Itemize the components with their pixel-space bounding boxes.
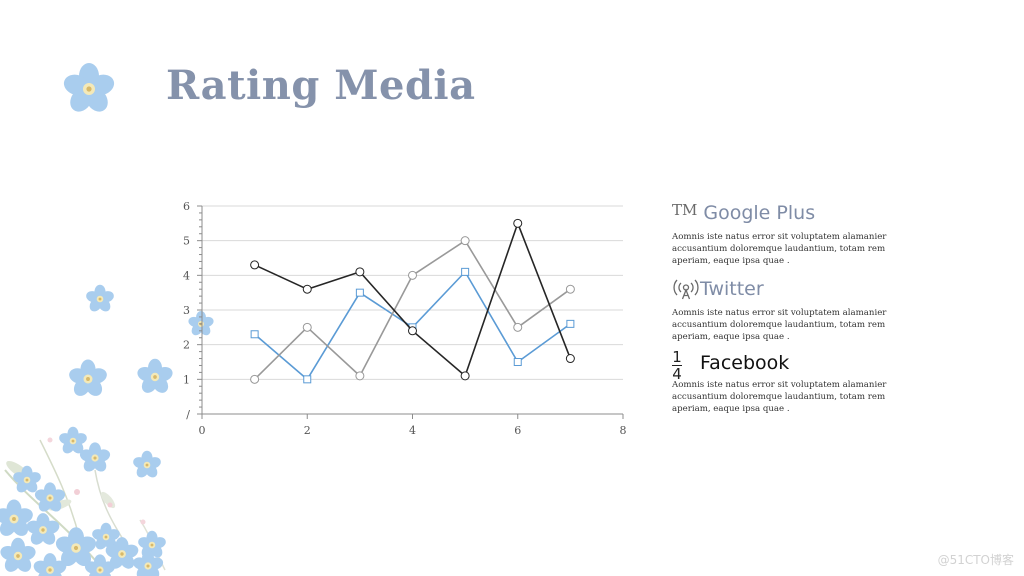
legend-google-plus: TM Google Plus Aomnis iste natus error s… <box>672 201 912 267</box>
y-tick-label: / <box>186 408 190 421</box>
x-tick-label: 6 <box>514 424 521 437</box>
legend-facebook: 1 4 Facebook Aomnis iste natus error sit… <box>672 347 912 415</box>
data-point-google-plus <box>355 288 364 297</box>
x-tick-label: 0 <box>199 424 206 437</box>
y-tick-label: 5 <box>183 235 190 248</box>
data-point-twitter <box>250 374 260 384</box>
legend-description-facebook: Aomnis iste natus error sit voluptatem a… <box>672 380 887 414</box>
legend-label-facebook: Facebook <box>700 352 790 374</box>
fraction-icon: 1 4 <box>672 347 682 383</box>
y-tick-label: 2 <box>183 339 190 352</box>
chart-gridlines <box>202 205 623 380</box>
x-tick-label: 8 <box>620 424 627 437</box>
x-tick-label: 2 <box>304 424 311 437</box>
y-tick-label: 1 <box>183 373 190 386</box>
data-point-google-plus <box>513 358 522 366</box>
data-point-facebook <box>250 260 260 270</box>
broadcast-tower-icon <box>672 276 700 303</box>
data-point-google-plus <box>250 330 259 339</box>
watermark: @51CTO博客 <box>937 553 1014 567</box>
legend-twitter: Twitter Aomnis iste natus error sit volu… <box>672 277 912 343</box>
data-point-facebook <box>302 284 312 294</box>
data-point-google-plus <box>461 267 470 276</box>
data-point-twitter <box>565 284 575 294</box>
series-twitter <box>250 236 575 384</box>
y-tick-label: 4 <box>183 269 190 282</box>
y-tick-label: 3 <box>183 304 190 317</box>
data-point-twitter <box>408 270 417 280</box>
slide-title: Rating Media <box>166 62 476 109</box>
trademark-icon: TM <box>672 200 698 219</box>
legend-description-google-plus: Aomnis iste natus error sit voluptatem a… <box>672 232 887 266</box>
series-line-facebook <box>254 222 572 377</box>
data-point-twitter <box>513 322 523 332</box>
legend-description-twitter: Aomnis iste natus error sit voluptatem a… <box>672 308 887 342</box>
chart-axes <box>197 205 624 419</box>
legend-label-google-plus: Google Plus <box>703 202 816 224</box>
data-point-facebook <box>355 267 365 277</box>
x-tick-label: 4 <box>409 424 416 437</box>
data-point-facebook <box>565 354 575 364</box>
chart-series <box>250 218 575 384</box>
fraction-denominator: 4 <box>672 364 682 383</box>
data-point-twitter <box>355 371 365 381</box>
data-point-facebook <box>513 218 523 228</box>
data-point-google-plus <box>303 375 312 384</box>
data-point-facebook <box>408 326 417 336</box>
fraction-numerator: 1 <box>672 347 682 366</box>
data-point-google-plus <box>566 319 575 328</box>
data-point-twitter <box>460 236 470 246</box>
data-point-twitter <box>302 322 312 332</box>
data-point-facebook <box>460 371 470 381</box>
legend-label-twitter: Twitter <box>700 278 764 300</box>
y-tick-label: 6 <box>183 200 190 213</box>
chart-tick-labels: 0 2 4 6 8 / 1 2 3 4 5 6 <box>183 200 627 437</box>
series-facebook <box>250 218 575 381</box>
